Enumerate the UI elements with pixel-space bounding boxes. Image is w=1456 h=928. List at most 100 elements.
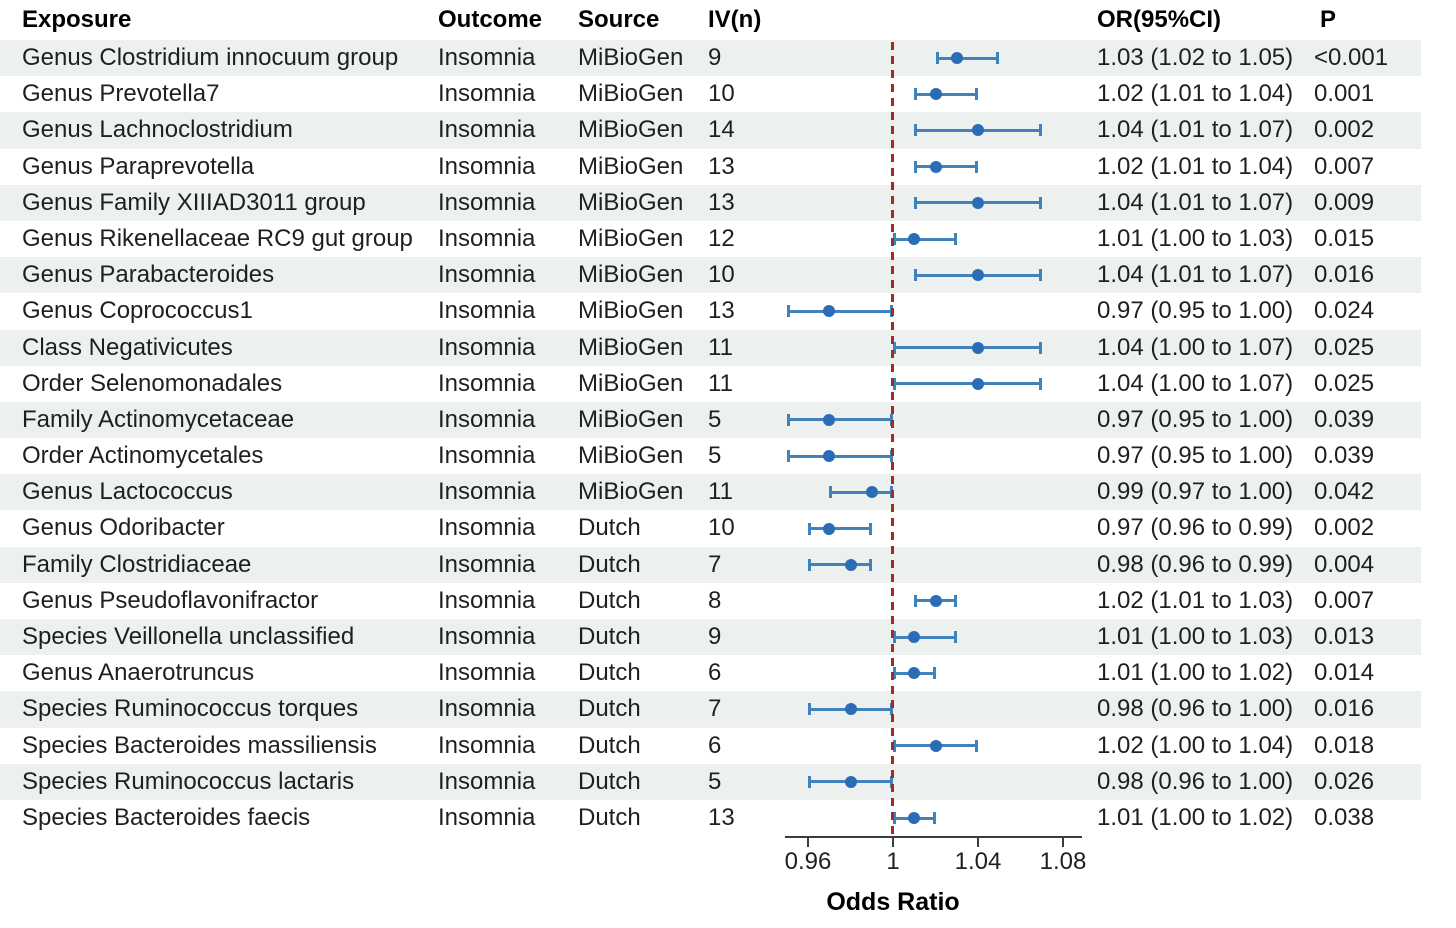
reference-line bbox=[891, 42, 894, 836]
iv-cell: 13 bbox=[708, 297, 735, 325]
outcome-cell: Insomnia bbox=[438, 442, 536, 470]
table-row: Class Negativicutes Insomnia MiBioGen 11 1.0… bbox=[0, 329, 1456, 366]
source-cell: Dutch bbox=[578, 623, 641, 650]
or-ci-cell: 1.03 (1.02 to 1.05) bbox=[1097, 44, 1294, 71]
or-ci-cell: 1.04 (1.00 to 1.07) bbox=[1097, 369, 1294, 397]
axis-tick bbox=[977, 838, 979, 847]
source-cell: Dutch bbox=[578, 514, 641, 542]
outcome-cell: Insomnia bbox=[438, 659, 536, 687]
iv-cell: 14 bbox=[708, 116, 735, 144]
table-row: Genus Pseudoflavonifractor Insomnia Dutch 8… bbox=[0, 583, 1456, 619]
p-value-cell: 0.025 bbox=[1314, 369, 1375, 397]
table-row: Species Bacteroides faecis Insomnia Dutch 1… bbox=[0, 800, 1456, 836]
ci-marker bbox=[786, 450, 894, 463]
or-point bbox=[908, 667, 921, 680]
ci-marker bbox=[829, 486, 893, 499]
or-point bbox=[844, 775, 857, 788]
exposure-cell: Order Selenomonadales bbox=[22, 369, 283, 397]
or-point bbox=[929, 739, 942, 752]
iv-cell: 9 bbox=[708, 44, 722, 71]
ci-marker bbox=[893, 341, 1042, 354]
outcome-cell: Insomnia bbox=[438, 731, 536, 759]
source-cell: Dutch bbox=[578, 659, 641, 687]
or-point bbox=[972, 196, 984, 209]
source-cell: MiBioGen bbox=[578, 152, 684, 180]
iv-cell: 10 bbox=[708, 261, 735, 289]
iv-cell: 13 bbox=[708, 803, 735, 831]
or-ci-cell: 1.04 (1.01 to 1.07) bbox=[1097, 116, 1294, 144]
table-row: Genus Rikenellaceae RC9 gut group Insomni… bbox=[0, 221, 1456, 257]
outcome-cell: Insomnia bbox=[438, 478, 536, 506]
or-ci-cell: 1.01 (1.00 to 1.02) bbox=[1097, 659, 1294, 687]
exposure-cell: Genus Odoribacter bbox=[22, 514, 225, 542]
p-value-cell: 0.013 bbox=[1314, 623, 1375, 650]
iv-cell: 13 bbox=[708, 152, 735, 180]
table-row: Order Selenomonadales Insomnia MiBioGen 11 1… bbox=[0, 366, 1456, 402]
p-value-cell: 0.026 bbox=[1314, 767, 1375, 795]
table-row: Genus Family XIIIAD3011 group Insomnia MiB… bbox=[0, 184, 1456, 221]
p-value-cell: 0.014 bbox=[1314, 659, 1375, 687]
source-cell: MiBioGen bbox=[578, 442, 684, 470]
source-cell: MiBioGen bbox=[578, 261, 684, 289]
or-point bbox=[908, 233, 921, 246]
table-row: Family Clostridiaceae Insomnia Dutch 7 0.98 … bbox=[0, 546, 1456, 583]
or-ci-cell: 1.04 (1.01 to 1.07) bbox=[1097, 188, 1294, 216]
outcome-cell: Insomnia bbox=[438, 803, 536, 831]
outcome-cell: Insomnia bbox=[438, 586, 536, 614]
exposure-cell: Species Ruminococcus torques bbox=[22, 695, 359, 723]
table-row: Genus Parabacteroides Insomnia MiBioGen 10 1… bbox=[0, 257, 1456, 294]
table-row: Genus Paraprevotella Insomnia MiBioGen 13 1.… bbox=[0, 149, 1456, 185]
or-point bbox=[844, 558, 857, 571]
outcome-cell: Insomnia bbox=[438, 514, 536, 542]
outcome-cell: Insomnia bbox=[438, 550, 536, 578]
exposure-cell: Order Actinomycetales bbox=[22, 442, 264, 470]
row-band bbox=[0, 184, 1421, 221]
outcome-cell: Insomnia bbox=[438, 369, 536, 397]
exposure-cell: Class Negativicutes bbox=[22, 333, 233, 361]
column-header-source: Source bbox=[578, 6, 660, 33]
table-body: Genus Clostridium innocuum group Insomnia… bbox=[0, 40, 1456, 836]
iv-cell: 5 bbox=[708, 405, 722, 433]
iv-cell: 5 bbox=[708, 442, 722, 470]
or-ci-cell: 1.04 (1.01 to 1.07) bbox=[1097, 261, 1294, 289]
or-ci-cell: 1.02 (1.00 to 1.04) bbox=[1097, 731, 1294, 759]
ci-marker bbox=[893, 233, 957, 246]
or-point bbox=[823, 413, 836, 426]
outcome-cell: Insomnia bbox=[438, 333, 536, 361]
p-value-cell: 0.039 bbox=[1314, 442, 1375, 470]
source-cell: MiBioGen bbox=[578, 44, 684, 71]
ci-marker bbox=[786, 305, 894, 318]
ci-marker bbox=[935, 52, 1000, 65]
p-value-cell: 0.016 bbox=[1314, 695, 1375, 723]
or-ci-cell: 0.98 (0.96 to 0.99) bbox=[1097, 550, 1294, 578]
p-value-cell: 0.001 bbox=[1314, 80, 1375, 108]
or-point bbox=[844, 703, 857, 716]
or-ci-cell: 0.97 (0.95 to 1.00) bbox=[1097, 297, 1294, 325]
exposure-cell: Species Bacteroides faecis bbox=[22, 803, 311, 831]
exposure-cell: Genus Lactococcus bbox=[22, 478, 233, 506]
or-ci-cell: 1.01 (1.00 to 1.03) bbox=[1097, 224, 1294, 252]
iv-cell: 12 bbox=[708, 224, 735, 252]
iv-cell: 10 bbox=[708, 514, 735, 542]
iv-cell: 9 bbox=[708, 623, 722, 650]
column-header-or-ci: OR(95%CI) bbox=[1097, 6, 1222, 33]
x-axis bbox=[784, 836, 1083, 839]
ci-marker bbox=[893, 631, 957, 644]
or-ci-cell: 0.98 (0.96 to 1.00) bbox=[1097, 767, 1294, 795]
exposure-cell: Genus Coprococcus1 bbox=[22, 297, 253, 325]
axis-tick bbox=[807, 838, 809, 847]
exposure-cell: Species Veillonella unclassified bbox=[22, 623, 355, 650]
table-row: Genus Odoribacter Insomnia Dutch 10 0.97 (0.… bbox=[0, 510, 1456, 546]
outcome-cell: Insomnia bbox=[438, 188, 536, 216]
row-band bbox=[0, 691, 1421, 728]
or-point bbox=[929, 88, 942, 101]
row-band bbox=[0, 40, 1421, 77]
p-value-cell: 0.002 bbox=[1314, 116, 1375, 144]
source-cell: Dutch bbox=[578, 586, 641, 614]
exposure-cell: Genus Prevotella7 bbox=[22, 80, 220, 108]
exposure-cell: Species Bacteroides massiliensis bbox=[22, 731, 377, 759]
row-band bbox=[0, 112, 1421, 149]
outcome-cell: Insomnia bbox=[438, 224, 536, 252]
source-cell: Dutch bbox=[578, 695, 641, 723]
outcome-cell: Insomnia bbox=[438, 297, 536, 325]
